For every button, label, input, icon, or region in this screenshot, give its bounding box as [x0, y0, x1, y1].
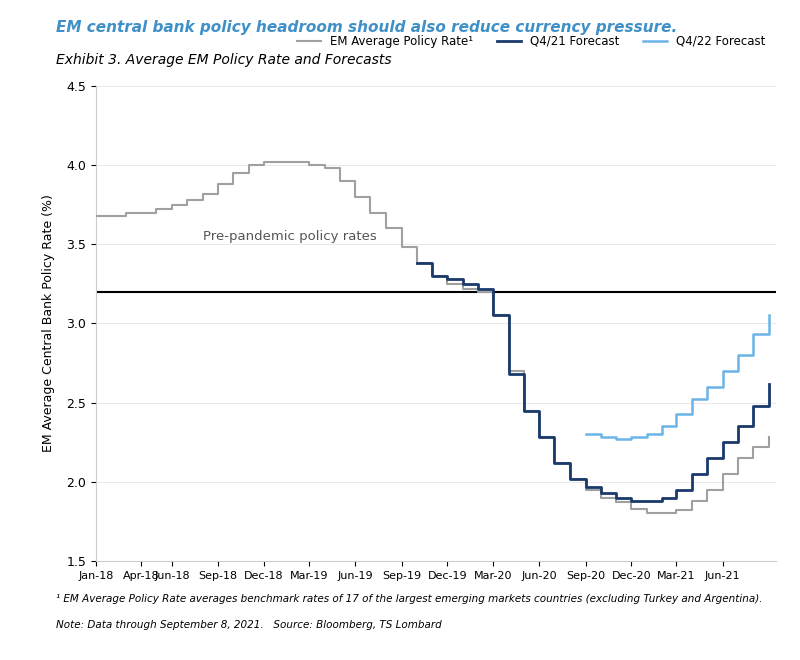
- Text: Note: Data through September 8, 2021.   Source: Bloomberg, TS Lombard: Note: Data through September 8, 2021. So…: [56, 620, 442, 630]
- Text: ¹ EM Average Policy Rate averages benchmark rates of 17 of the largest emerging : ¹ EM Average Policy Rate averages benchm…: [56, 594, 762, 604]
- Y-axis label: EM Average Central Bank Policy Rate (%): EM Average Central Bank Policy Rate (%): [42, 195, 55, 452]
- Text: Pre-pandemic policy rates: Pre-pandemic policy rates: [202, 230, 376, 243]
- Text: Exhibit 3. Average EM Policy Rate and Forecasts: Exhibit 3. Average EM Policy Rate and Fo…: [56, 53, 392, 67]
- Text: EM central bank policy headroom should also reduce currency pressure.: EM central bank policy headroom should a…: [56, 20, 678, 35]
- Legend: EM Average Policy Rate¹, Q4/21 Forecast, Q4/22 Forecast: EM Average Policy Rate¹, Q4/21 Forecast,…: [292, 30, 770, 52]
